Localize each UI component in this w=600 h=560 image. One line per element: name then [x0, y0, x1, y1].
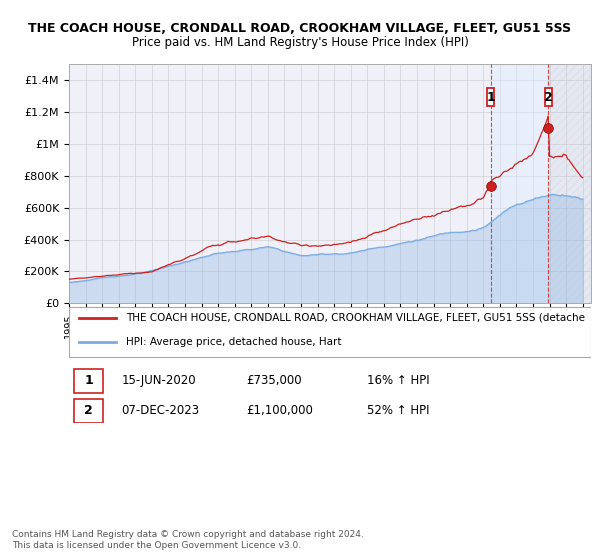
- Text: 52% ↑ HPI: 52% ↑ HPI: [367, 404, 429, 417]
- Text: 15-JUN-2020: 15-JUN-2020: [121, 375, 196, 388]
- FancyBboxPatch shape: [69, 307, 591, 357]
- Text: Contains HM Land Registry data © Crown copyright and database right 2024.: Contains HM Land Registry data © Crown c…: [12, 530, 364, 539]
- Text: 1: 1: [487, 91, 495, 104]
- FancyBboxPatch shape: [74, 399, 103, 423]
- Text: 16% ↑ HPI: 16% ↑ HPI: [367, 375, 429, 388]
- Bar: [491, 64, 548, 304]
- Text: THE COACH HOUSE, CRONDALL ROAD, CROOKHAM VILLAGE, FLEET, GU51 5SS: THE COACH HOUSE, CRONDALL ROAD, CROOKHAM…: [28, 22, 572, 35]
- Text: THE COACH HOUSE, CRONDALL ROAD, CROOKHAM VILLAGE, FLEET, GU51 5SS (detache: THE COACH HOUSE, CRONDALL ROAD, CROOKHAM…: [127, 312, 586, 323]
- Bar: [548, 64, 591, 304]
- Text: 07-DEC-2023: 07-DEC-2023: [121, 404, 199, 417]
- Text: 2: 2: [544, 91, 553, 104]
- Text: £735,000: £735,000: [247, 375, 302, 388]
- FancyBboxPatch shape: [74, 369, 103, 393]
- Text: This data is licensed under the Open Government Licence v3.0.: This data is licensed under the Open Gov…: [12, 541, 301, 550]
- FancyBboxPatch shape: [487, 88, 494, 106]
- Text: Price paid vs. HM Land Registry's House Price Index (HPI): Price paid vs. HM Land Registry's House …: [131, 36, 469, 49]
- Text: 1: 1: [84, 375, 93, 388]
- Text: £1,100,000: £1,100,000: [247, 404, 313, 417]
- FancyBboxPatch shape: [545, 88, 552, 106]
- Text: HPI: Average price, detached house, Hart: HPI: Average price, detached house, Hart: [127, 337, 342, 347]
- Text: 2: 2: [84, 404, 93, 417]
